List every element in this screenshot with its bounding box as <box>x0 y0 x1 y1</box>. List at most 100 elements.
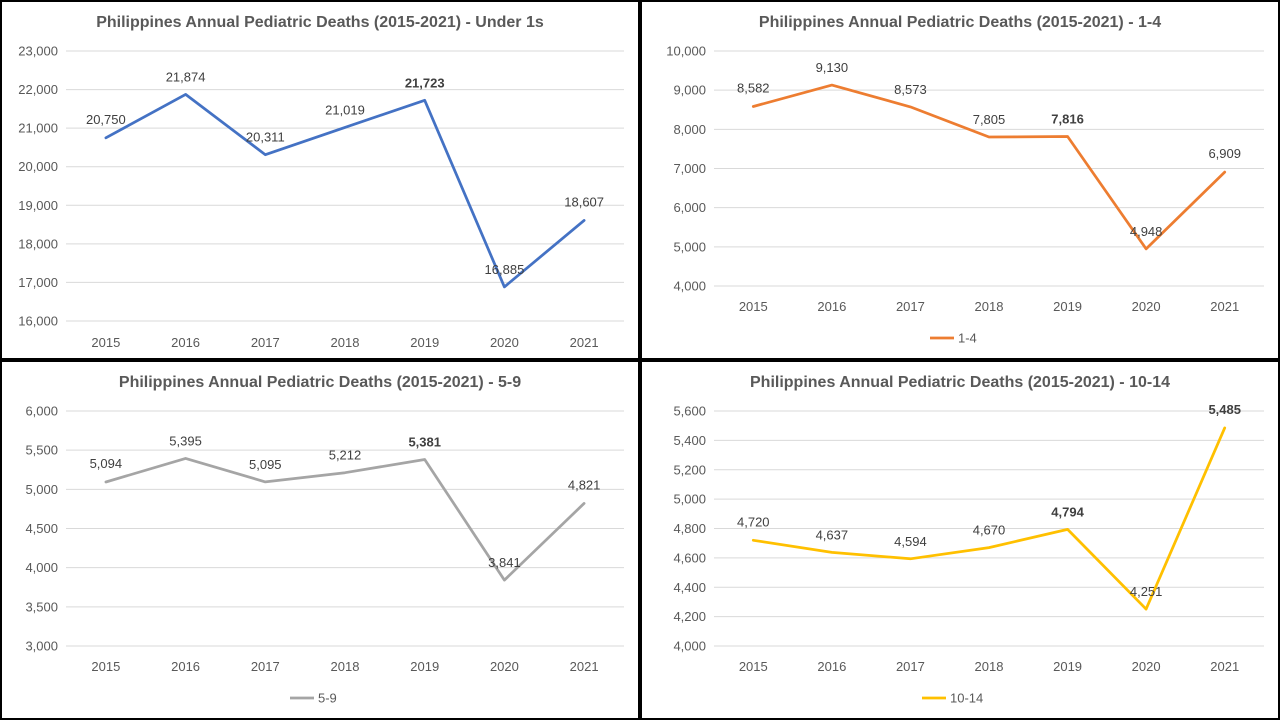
chart-5-9: Philippines Annual Pediatric Deaths (201… <box>25 374 624 706</box>
data-label: 8,573 <box>894 82 927 97</box>
y-tick-label: 4,000 <box>673 639 706 654</box>
x-tick-label: 2017 <box>896 299 925 314</box>
legend-label: 10-14 <box>950 691 983 706</box>
data-label: 16,885 <box>485 262 525 277</box>
y-tick-label: 22,000 <box>18 82 58 97</box>
x-tick-label: 2015 <box>91 659 120 674</box>
legend-label: 1-4 <box>958 331 977 346</box>
y-tick-label: 4,400 <box>673 580 706 595</box>
x-tick-label: 2020 <box>490 659 519 674</box>
chart-1-4: Philippines Annual Pediatric Deaths (201… <box>666 14 1264 346</box>
chart-title: Philippines Annual Pediatric Deaths (201… <box>119 374 521 391</box>
y-tick-label: 5,000 <box>25 482 58 497</box>
data-label: 20,311 <box>246 130 285 145</box>
legend: 10-14 <box>922 691 983 706</box>
y-tick-label: 7,000 <box>673 161 706 176</box>
x-tick-label: 2016 <box>817 659 846 674</box>
x-tick-label: 2019 <box>410 335 439 350</box>
y-tick-label: 19,000 <box>18 198 58 213</box>
chart-title: Philippines Annual Pediatric Deaths (201… <box>96 14 544 31</box>
x-tick-label: 2019 <box>1053 299 1082 314</box>
y-tick-label: 8,000 <box>673 122 706 137</box>
y-tick-label: 9,000 <box>673 83 706 98</box>
series-line <box>104 93 586 289</box>
x-tick-label: 2017 <box>251 659 280 674</box>
data-label: 21,874 <box>166 69 206 84</box>
x-tick-label: 2018 <box>331 659 360 674</box>
x-tick-label: 2018 <box>975 299 1004 314</box>
y-tick-label: 20,000 <box>18 159 58 174</box>
x-tick-label: 2020 <box>490 335 519 350</box>
y-tick-label: 5,400 <box>673 433 706 448</box>
data-label: 3,841 <box>488 555 521 570</box>
y-tick-label: 4,500 <box>25 521 58 536</box>
y-tick-label: 3,000 <box>25 639 58 654</box>
y-tick-label: 4,000 <box>673 279 706 294</box>
y-tick-label: 3,500 <box>25 599 58 614</box>
data-label: 5,485 <box>1208 402 1241 417</box>
x-tick-label: 2016 <box>817 299 846 314</box>
data-label: 4,251 <box>1130 584 1163 599</box>
chart-title: Philippines Annual Pediatric Deaths (201… <box>759 14 1161 31</box>
data-label: 9,130 <box>816 60 849 75</box>
data-label: 21,019 <box>325 102 365 117</box>
data-label: 4,594 <box>894 534 927 549</box>
chart-panel-under-1s: Philippines Annual Pediatric Deaths (201… <box>2 2 638 358</box>
data-label: 20,750 <box>86 112 126 127</box>
y-tick-label: 5,000 <box>673 492 706 507</box>
chart-under-1s: Philippines Annual Pediatric Deaths (201… <box>18 14 624 350</box>
x-tick-label: 2020 <box>1132 299 1161 314</box>
y-tick-label: 6,000 <box>25 404 58 419</box>
y-tick-label: 16,000 <box>18 314 58 329</box>
x-tick-label: 2015 <box>91 335 120 350</box>
legend: 5-9 <box>290 691 337 706</box>
y-tick-label: 6,000 <box>673 200 706 215</box>
legend: 1-4 <box>930 331 977 346</box>
data-label: 4,720 <box>737 514 770 529</box>
x-tick-label: 2018 <box>331 335 360 350</box>
x-tick-label: 2016 <box>171 659 200 674</box>
y-tick-label: 4,000 <box>25 560 58 575</box>
y-tick-label: 21,000 <box>18 121 58 136</box>
data-label: 8,582 <box>737 81 770 96</box>
y-tick-label: 5,000 <box>673 239 706 254</box>
x-tick-label: 2015 <box>739 659 768 674</box>
y-tick-label: 17,000 <box>18 275 58 290</box>
y-tick-label: 5,500 <box>25 443 58 458</box>
data-label: 4,794 <box>1051 504 1084 519</box>
data-label: 4,670 <box>973 523 1006 538</box>
x-tick-label: 2015 <box>739 299 768 314</box>
data-label: 6,909 <box>1208 146 1241 161</box>
chart-10-14: Philippines Annual Pediatric Deaths (201… <box>673 374 1264 706</box>
data-label: 7,805 <box>973 112 1006 127</box>
x-tick-label: 2021 <box>1210 659 1239 674</box>
x-tick-label: 2019 <box>1053 659 1082 674</box>
data-label: 4,948 <box>1130 224 1163 239</box>
data-label: 5,094 <box>90 456 123 471</box>
data-label: 5,395 <box>169 433 202 448</box>
chart-title: Philippines Annual Pediatric Deaths (201… <box>750 374 1170 391</box>
x-tick-label: 2016 <box>171 335 200 350</box>
chart-panel-1-4: Philippines Annual Pediatric Deaths (201… <box>642 2 1278 358</box>
data-label: 5,095 <box>249 457 282 472</box>
y-tick-label: 4,800 <box>673 521 706 536</box>
data-label: 4,637 <box>816 527 849 542</box>
data-label: 5,381 <box>408 434 441 449</box>
y-tick-label: 4,600 <box>673 550 706 565</box>
x-tick-label: 2021 <box>570 335 599 350</box>
series-line <box>751 426 1227 611</box>
chart-panel-5-9: Philippines Annual Pediatric Deaths (201… <box>2 362 638 718</box>
x-tick-label: 2021 <box>570 659 599 674</box>
data-label: 5,212 <box>329 448 362 463</box>
data-label: 18,607 <box>564 194 604 209</box>
x-tick-label: 2018 <box>975 659 1004 674</box>
data-label: 7,816 <box>1051 112 1084 127</box>
chart-panel-10-14: Philippines Annual Pediatric Deaths (201… <box>642 362 1278 718</box>
y-tick-label: 5,200 <box>673 462 706 477</box>
x-tick-label: 2021 <box>1210 299 1239 314</box>
y-tick-label: 5,600 <box>673 404 706 419</box>
x-tick-label: 2020 <box>1132 659 1161 674</box>
data-label: 21,723 <box>405 75 445 90</box>
y-tick-label: 10,000 <box>666 44 706 59</box>
x-tick-label: 2019 <box>410 659 439 674</box>
